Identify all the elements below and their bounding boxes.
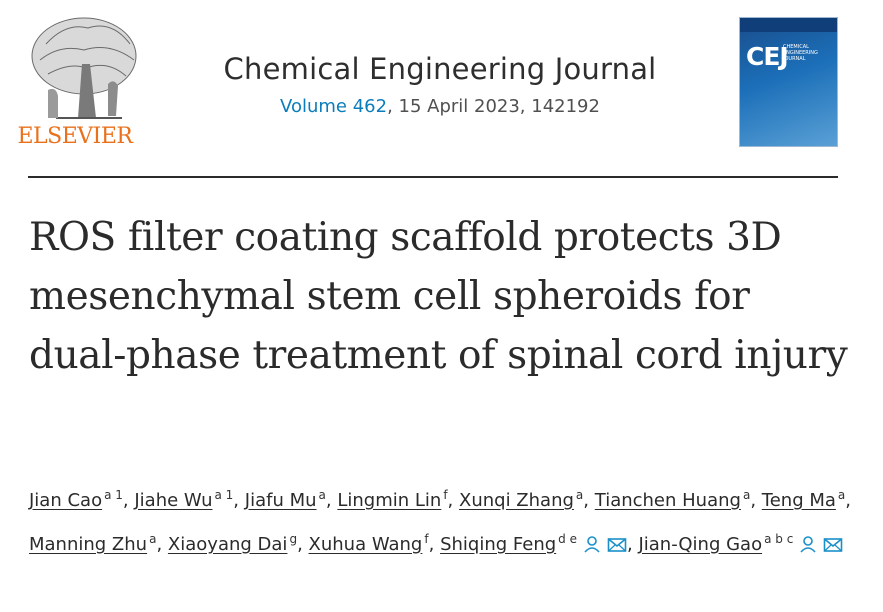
author-item: Jian Cao a 1, <box>29 488 129 511</box>
author-separator: , <box>750 490 757 511</box>
author-separator: , <box>583 490 590 511</box>
author-item: Teng Ma a, <box>761 488 852 511</box>
author-item: Lingmin Lin f, <box>337 488 454 511</box>
author-separator: , <box>627 534 633 555</box>
author-affiliation[interactable]: g <box>289 532 298 546</box>
author-item: Xuhua Wang f, <box>308 532 435 555</box>
author-affiliation[interactable]: a <box>149 532 157 546</box>
author-separator: , <box>122 490 129 511</box>
author-item: Jian-Qing Gao a b c <box>638 532 843 555</box>
author-name-link[interactable]: Teng Ma <box>761 490 836 511</box>
author-separator: , <box>156 534 163 555</box>
author-name-link[interactable]: Jiahe Wu <box>134 490 213 511</box>
author-affiliation[interactable]: a 1 <box>214 488 234 502</box>
cover-abbr: CEJ <box>746 42 789 71</box>
author-name-link[interactable]: Jian-Qing Gao <box>638 534 763 555</box>
author-separator: , <box>297 534 303 555</box>
volume-link[interactable]: Volume 462 <box>280 96 388 117</box>
author-name-link[interactable]: Manning Zhu <box>29 534 148 555</box>
author-affiliation[interactable]: a <box>318 488 326 502</box>
author-item: Manning Zhu a, <box>29 532 163 555</box>
author-name-link[interactable]: Xunqi Zhang <box>459 490 574 511</box>
author-affiliation[interactable]: f <box>443 488 448 502</box>
cover-full-title: Chemical Engineering Journal <box>783 44 818 62</box>
author-item: Xiaoyang Dai g, <box>167 532 303 555</box>
journal-block: Chemical Engineering Journal Volume 462,… <box>180 52 700 117</box>
author-item: Shiqing Feng d e, <box>440 532 633 555</box>
author-affiliation[interactable]: d e <box>558 532 577 546</box>
elsevier-tree-logo[interactable] <box>26 14 148 150</box>
author-item: Jiahe Wu a 1, <box>134 488 240 511</box>
author-name-link[interactable]: Jiafu Mu <box>244 490 317 511</box>
header-divider <box>28 176 838 178</box>
author-name-link[interactable]: Jian Cao <box>29 490 103 511</box>
author-name-link[interactable]: Shiqing Feng <box>440 534 557 555</box>
author-separator: , <box>233 490 240 511</box>
author-separator: , <box>325 490 332 511</box>
author-name-link[interactable]: Tianchen Huang <box>594 490 741 511</box>
article-title: ROS filter coating scaffold protects 3D … <box>29 215 848 378</box>
author-affiliation[interactable]: a <box>575 488 584 502</box>
journal-cover[interactable]: CEJ Chemical Engineering Journal <box>739 17 838 147</box>
journal-name[interactable]: Chemical Engineering Journal <box>223 52 657 86</box>
author-separator: , <box>845 490 852 511</box>
author-item: Tianchen Huang a, <box>594 488 757 511</box>
issue-line: Volume 462, 15 April 2023, 142192 <box>180 96 700 117</box>
author-item: Jiafu Mu a, <box>244 488 332 511</box>
cover-top-band <box>740 18 837 32</box>
issue-details: , 15 April 2023, 142192 <box>387 96 600 117</box>
author-affiliation[interactable]: f <box>424 532 429 546</box>
author-name-link[interactable]: Xiaoyang Dai <box>167 534 288 555</box>
author-affiliation[interactable]: a b c <box>764 532 794 546</box>
publisher-name: ELSEVIER <box>17 124 133 149</box>
author-item: Xunqi Zhang a, <box>459 488 590 511</box>
author-name-link[interactable]: Lingmin Lin <box>337 490 442 511</box>
envelope-icon[interactable] <box>607 529 627 567</box>
envelope-icon[interactable] <box>823 529 843 567</box>
author-affiliation[interactable]: a <box>742 488 751 502</box>
author-affiliation[interactable]: a <box>837 488 846 502</box>
article-header: ELSEVIER Chemical Engineering Journal Vo… <box>0 0 883 178</box>
person-icon[interactable] <box>799 529 817 567</box>
person-icon[interactable] <box>583 529 601 567</box>
author-separator: , <box>447 490 454 511</box>
author-affiliation[interactable]: a 1 <box>104 488 123 502</box>
author-name-link[interactable]: Xuhua Wang <box>308 534 423 555</box>
author-separator: , <box>428 534 435 555</box>
author-list: Jian Cao a 1, Jiahe Wu a 1, Jiafu Mu a, Lin… <box>29 476 869 567</box>
